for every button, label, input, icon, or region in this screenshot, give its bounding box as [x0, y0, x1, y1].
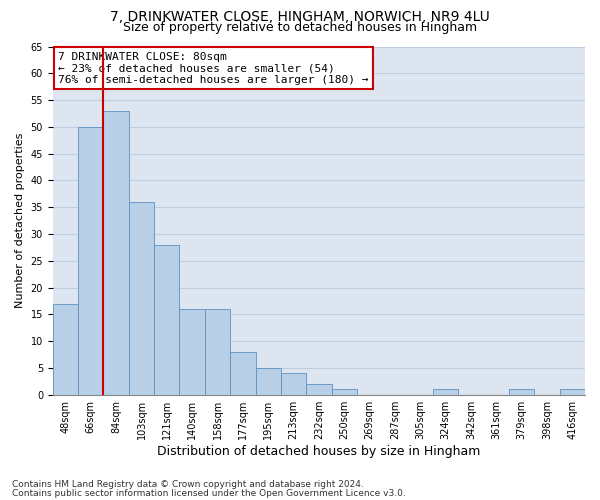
X-axis label: Distribution of detached houses by size in Hingham: Distribution of detached houses by size …	[157, 444, 481, 458]
Text: 7 DRINKWATER CLOSE: 80sqm
← 23% of detached houses are smaller (54)
76% of semi-: 7 DRINKWATER CLOSE: 80sqm ← 23% of detac…	[58, 52, 368, 85]
Bar	[306, 384, 332, 394]
Y-axis label: Number of detached properties: Number of detached properties	[15, 133, 25, 308]
Text: Size of property relative to detached houses in Hingham: Size of property relative to detached ho…	[123, 21, 477, 34]
Text: Contains HM Land Registry data © Crown copyright and database right 2024.: Contains HM Land Registry data © Crown c…	[12, 480, 364, 489]
Bar	[332, 390, 357, 394]
Bar	[433, 390, 458, 394]
Bar	[179, 309, 205, 394]
Bar	[256, 368, 281, 394]
Text: 7, DRINKWATER CLOSE, HINGHAM, NORWICH, NR9 4LU: 7, DRINKWATER CLOSE, HINGHAM, NORWICH, N…	[110, 10, 490, 24]
Bar	[509, 390, 535, 394]
Bar	[78, 127, 103, 394]
Bar	[560, 390, 585, 394]
Bar	[205, 309, 230, 394]
Bar	[103, 111, 129, 395]
Bar	[281, 374, 306, 394]
Bar	[129, 202, 154, 394]
Bar	[230, 352, 256, 395]
Bar	[53, 304, 78, 394]
Text: Contains public sector information licensed under the Open Government Licence v3: Contains public sector information licen…	[12, 489, 406, 498]
Bar	[154, 244, 179, 394]
